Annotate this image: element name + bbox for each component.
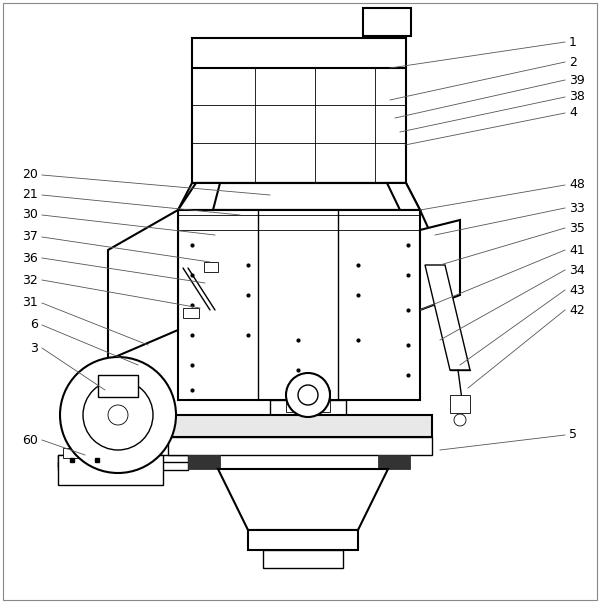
Bar: [58, 455, 163, 485]
Text: 1: 1: [569, 36, 577, 48]
Circle shape: [60, 357, 176, 473]
Bar: [378, 455, 410, 469]
Bar: [183, 308, 199, 318]
Bar: [248, 530, 358, 550]
Bar: [450, 395, 470, 413]
Polygon shape: [387, 183, 420, 210]
Circle shape: [108, 405, 128, 425]
Text: 30: 30: [22, 209, 38, 221]
Bar: [168, 415, 432, 437]
Bar: [263, 550, 343, 568]
Text: 42: 42: [569, 303, 585, 317]
Text: 21: 21: [22, 189, 38, 201]
Text: 6: 6: [30, 318, 38, 332]
Bar: [88, 448, 106, 458]
Text: 41: 41: [569, 244, 585, 256]
Text: 20: 20: [22, 168, 38, 182]
Polygon shape: [425, 265, 470, 370]
Bar: [98, 375, 138, 397]
Polygon shape: [178, 183, 220, 210]
Bar: [168, 437, 432, 455]
Bar: [188, 455, 220, 469]
Text: 35: 35: [569, 221, 585, 235]
Circle shape: [286, 373, 330, 417]
Text: 37: 37: [22, 230, 38, 244]
Text: 36: 36: [22, 251, 38, 265]
Circle shape: [83, 380, 153, 450]
Bar: [363, 8, 411, 36]
Text: 5: 5: [569, 429, 577, 441]
Text: 34: 34: [569, 264, 585, 277]
Bar: [204, 262, 218, 272]
Circle shape: [454, 414, 466, 426]
Bar: [178, 210, 420, 400]
Bar: [192, 38, 406, 183]
Text: 60: 60: [22, 434, 38, 446]
Polygon shape: [218, 469, 388, 530]
Polygon shape: [420, 220, 460, 310]
Polygon shape: [178, 183, 420, 210]
Text: 2: 2: [569, 55, 577, 69]
Bar: [270, 400, 346, 415]
Text: 4: 4: [569, 107, 577, 119]
Text: 33: 33: [569, 201, 585, 215]
Text: 31: 31: [22, 297, 38, 309]
Text: 3: 3: [30, 341, 38, 355]
Bar: [63, 448, 81, 458]
Text: 38: 38: [569, 90, 585, 104]
Text: 48: 48: [569, 178, 585, 192]
Text: 32: 32: [22, 274, 38, 286]
Bar: [286, 390, 330, 412]
Polygon shape: [108, 210, 178, 360]
Bar: [58, 455, 188, 467]
Circle shape: [298, 385, 318, 405]
Text: 43: 43: [569, 283, 585, 297]
Bar: [58, 462, 188, 470]
Bar: [113, 448, 131, 458]
Text: 39: 39: [569, 74, 585, 86]
